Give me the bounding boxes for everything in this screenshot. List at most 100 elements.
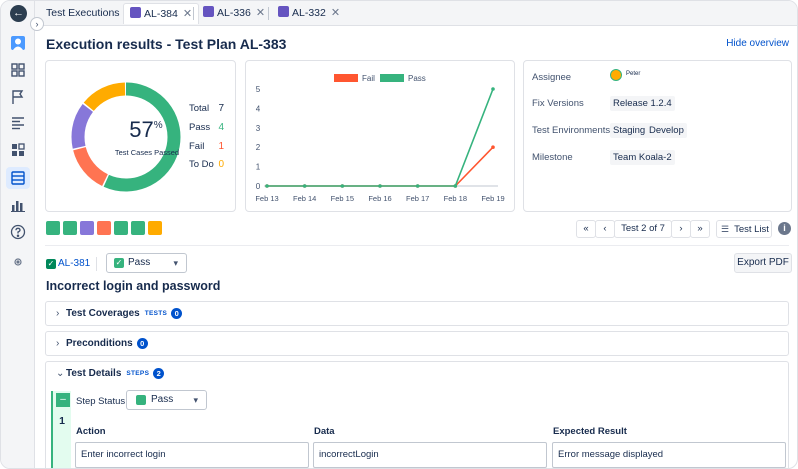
test-execution-icon [130,7,141,18]
tab-label: AL-332 [292,7,326,19]
test-status-square[interactable] [114,221,128,235]
chevron-down-icon[interactable]: ⌄ [56,368,65,379]
execution-status-select[interactable]: ✓ Pass ▾ [106,253,187,273]
section-preconditions[interactable]: › Preconditions 0 [45,331,789,356]
stat-fail-value: 1 [218,141,224,152]
first-page-button[interactable]: « [576,220,596,238]
fix-version-chip[interactable]: Release 1.2.4 [610,96,675,111]
test-status-square[interactable] [97,221,111,235]
test-status-square[interactable] [80,221,94,235]
data-point-pass [453,184,458,188]
data-point-pass [340,184,345,188]
reports-icon[interactable] [10,197,26,213]
help-icon[interactable] [10,224,26,240]
data-cell[interactable]: incorrectLogin [313,442,547,468]
test-status-square[interactable] [148,221,162,235]
execution-info-card: Assignee Peter Fix Versions Release 1.2.… [523,60,792,212]
series-line-pass [267,88,494,187]
test-plan-icon[interactable] [10,170,26,186]
percent-sign: % [153,120,163,131]
legend-label-fail: Fail [362,74,375,83]
environment-chip[interactable]: Staging [610,123,649,138]
step-status-select[interactable]: Pass ▾ [126,390,207,410]
x-tick-label: Feb 14 [293,194,316,203]
donut-segment-executing [71,82,181,192]
section-lozenge: TESTS [144,310,168,317]
milestone-chip[interactable]: Team Koala-2 [610,150,675,165]
tab-bar: Test Executions AL-384 ✕ AL-336 ✕ AL-332 ✕ [35,1,797,26]
export-pdf-button[interactable]: Export PDF [734,253,792,273]
stat-todo-value: 0 [218,159,224,170]
test-status-square[interactable] [46,221,60,235]
legend-swatch-fail [334,74,358,82]
expected-result-column-header: Expected Result [553,426,627,437]
stat-total-label: Total [189,103,210,114]
close-icon[interactable]: ✕ [255,7,266,19]
step-status-label: Step Status [76,396,126,407]
x-tick-label: Feb 18 [444,194,467,203]
x-tick-label: Feb 16 [368,194,391,203]
list-icon: ☰ [721,224,730,234]
assignee-name[interactable]: Peter [626,71,641,77]
back-arrow-icon[interactable]: ← [10,5,27,22]
list-icon[interactable] [10,115,26,131]
test-list-label: Test List [734,224,769,235]
chevron-right-icon: › [56,338,60,349]
left-nav-rail: ← [1,1,35,468]
settings-dot-icon[interactable] [10,254,26,270]
dashboard-icon[interactable] [10,62,26,78]
assignee-label: Assignee [532,72,572,83]
y-tick-label: 1 [256,163,261,172]
action-cell[interactable]: Enter incorrect login [75,442,309,468]
chevron-right-icon: › [56,308,60,319]
data-point-pass [415,184,420,188]
legend-label-pass: Pass [408,74,426,83]
expected-result-cell[interactable]: Error message displayed [552,442,786,468]
test-status-square[interactable] [63,221,77,235]
info-icon[interactable]: i [778,222,791,235]
profile-icon[interactable] [10,35,26,51]
summary-card: 57% Test Cases Passed Total 7 Pass 4 Fai… [45,60,236,212]
flag-icon[interactable] [10,89,26,105]
x-tick-label: Feb 15 [331,194,354,203]
tab-label: AL-336 [217,7,251,19]
test-status-square[interactable] [131,221,145,235]
collapse-sidebar-chevron-icon[interactable]: › [30,17,44,31]
data-point-pass [378,184,382,188]
data-point-fail [491,145,495,149]
section-label: Test Details [66,368,122,379]
milestone-label: Milestone [532,152,573,163]
next-page-button[interactable]: › [671,220,691,238]
hide-overview-link[interactable]: Hide overview [726,38,789,49]
last-page-button[interactable]: » [690,220,710,238]
tab-test-executions[interactable]: Test Executions [40,3,126,24]
environment-chip[interactable]: Develop [646,123,687,138]
close-icon[interactable]: ✕ [330,7,341,19]
stat-total-value: 7 [218,103,224,114]
tab-divider [268,7,269,20]
prev-page-button[interactable]: ‹ [595,220,615,238]
section-test-coverages[interactable]: › Test Coverages TESTS 0 [45,301,789,326]
close-icon[interactable]: ✕ [182,8,193,20]
test-execution-icon [278,6,289,17]
tab-al-336[interactable]: AL-336 ✕ [197,3,271,24]
y-tick-label: 3 [256,124,261,133]
test-key-link[interactable]: AL-381 [58,258,91,269]
divider [96,257,97,271]
action-column-header: Action [76,426,106,437]
step-rail: – 1 [51,391,71,468]
step-number: 1 [59,415,65,427]
chevron-down-icon: ▾ [193,395,198,405]
x-tick-label: Feb 13 [255,194,278,203]
components-icon[interactable] [10,142,26,158]
count-badge: 2 [153,368,165,379]
data-point-pass [302,184,307,188]
collapse-step-button[interactable]: – [56,393,70,407]
test-list-button[interactable]: ☰ Test List [716,220,772,238]
section-lozenge: STEPS [126,370,150,377]
fix-versions-label: Fix Versions [532,98,584,109]
tab-al-332[interactable]: AL-332 ✕ [272,3,346,24]
chevron-down-icon: ▾ [173,258,178,268]
tab-al-384[interactable]: AL-384 ✕ [123,3,200,24]
